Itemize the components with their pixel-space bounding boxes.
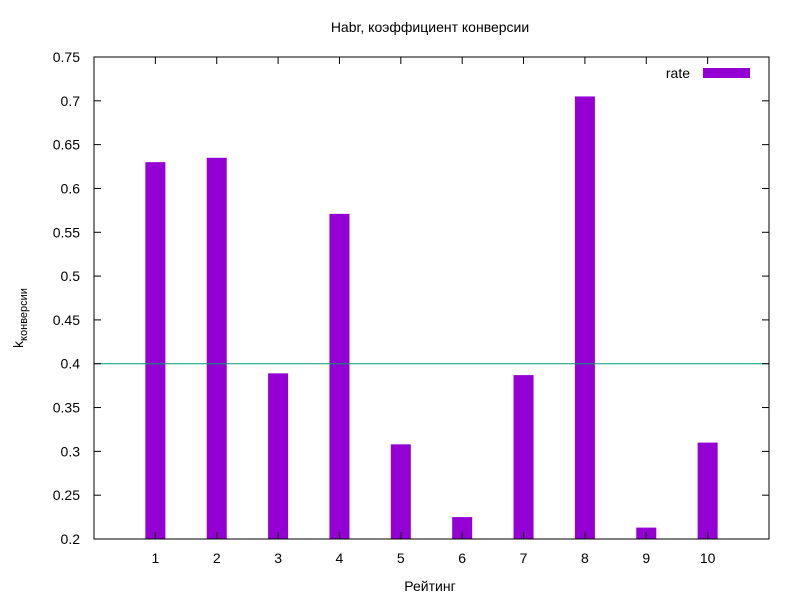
x-axis-label: Рейтинг [404,578,455,594]
y-axis-label-sub: конверсии [18,288,30,341]
y-tick-label-0.45: 0.45 [53,312,80,328]
x-tick-label-9: 9 [642,550,650,566]
y-tick-label-0.25: 0.25 [53,487,80,503]
bar-8 [574,96,595,539]
bar-10 [697,442,718,539]
y-tick-label-0.6: 0.6 [61,180,81,196]
x-tick-label-7: 7 [520,550,528,566]
bar-5 [390,444,411,539]
y-axis-label-main: k [10,340,26,348]
x-tick-label-3: 3 [274,550,282,566]
legend-swatch [703,68,750,78]
y-tick-label-0.65: 0.65 [53,137,80,153]
plot-frame [93,56,770,540]
legend: rate [666,65,750,81]
y-tick-label-0.55: 0.55 [53,224,80,240]
y-axis-label: kконверсии [10,288,30,348]
bar-4 [329,213,350,540]
chart-title: Habr, коэффициент конверсии [331,19,529,35]
legend-label: rate [666,65,690,81]
y-tick-label-0.3: 0.3 [61,443,81,459]
x-tick-label-10: 10 [700,550,716,566]
y-tick-label-0.5: 0.5 [61,268,81,284]
bar-7 [513,375,534,539]
y-tick-label-0.35: 0.35 [53,400,80,416]
y-tick-label-0.75: 0.75 [53,49,80,65]
y-axis-ticks: 0.2 0.25 0.3 0.35 0.4 0.45 0.5 0.55 0.6 0.65 0.7 0.… [53,49,769,547]
x-axis-ticks: 1 2 3 4 5 6 7 8 9 10 [151,57,716,566]
bar-3 [268,373,289,539]
x-tick-label-4: 4 [336,550,344,566]
bars-group [145,96,718,540]
y-tick-label-0.7: 0.7 [61,93,81,109]
bar-1 [145,162,166,539]
y-tick-label-0.4: 0.4 [61,356,81,372]
bar-6 [452,517,473,539]
x-tick-label-6: 6 [458,550,466,566]
x-tick-label-8: 8 [581,550,589,566]
y-tick-label-0.2: 0.2 [61,531,81,547]
x-tick-label-5: 5 [397,550,405,566]
x-tick-label-1: 1 [151,550,159,566]
bar-2 [206,157,227,540]
x-tick-label-2: 2 [213,550,221,566]
